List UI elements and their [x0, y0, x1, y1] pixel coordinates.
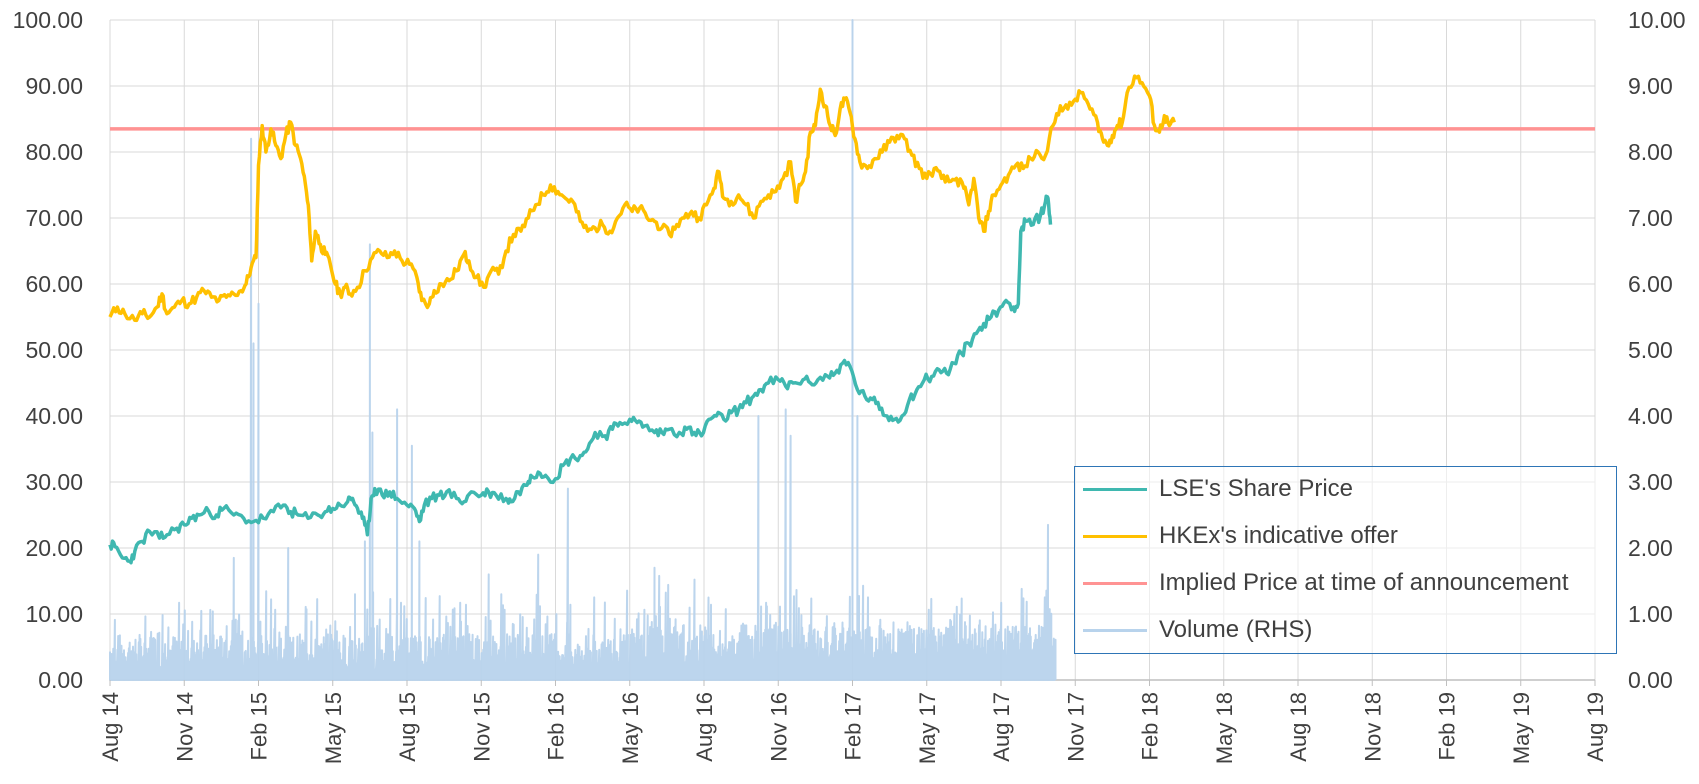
x-tick-label: Feb 19	[1435, 692, 1460, 761]
volume-series	[109, 19, 1057, 681]
y-left-tick-label: 70.00	[25, 205, 83, 231]
y-left-tick-label: 10.00	[25, 601, 83, 627]
x-tick-label: Nov 18	[1360, 692, 1385, 762]
x-tick-label: Aug 17	[989, 692, 1014, 762]
y-left-tick-label: 80.00	[25, 139, 83, 165]
x-tick-label: Aug 16	[692, 692, 717, 762]
y-left-tick-label: 20.00	[25, 535, 83, 561]
y-right-tick-label: 7.00	[1628, 205, 1673, 231]
x-tick-label: Aug 18	[1286, 692, 1311, 762]
y-left-tick-label: 60.00	[25, 271, 83, 297]
y-left-tick-label: 50.00	[25, 337, 83, 363]
legend-item-implied: Implied Price at time of announcement	[1083, 563, 1569, 603]
x-tick-label: Nov 16	[766, 692, 791, 762]
legend-swatch-implied	[1083, 581, 1147, 585]
y-right-tick-label: 3.00	[1628, 469, 1673, 495]
y-left-tick-label: 30.00	[25, 469, 83, 495]
x-axis: Aug 14 Nov 14 Feb 15 May 15 Aug 15 Nov 15 Feb …	[98, 680, 1608, 764]
lse-share-price-line	[108, 194, 1053, 565]
y-left-tick-label: 0.00	[38, 667, 83, 693]
y-right-tick-label: 1.00	[1628, 601, 1673, 627]
y-left-tick-label: 40.00	[25, 403, 83, 429]
x-tick-label: May 17	[915, 692, 940, 764]
y-right-tick-label: 10.00	[1628, 7, 1686, 33]
x-tick-label: Feb 17	[841, 692, 866, 761]
x-tick-label: Feb 16	[544, 692, 569, 761]
x-tick-label: May 18	[1212, 692, 1237, 764]
x-tick-label: Aug 19	[1583, 692, 1608, 762]
legend-swatch-hkex	[1083, 534, 1147, 538]
x-tick-label: Feb 18	[1138, 692, 1163, 761]
legend-item-hkex: HKEx's indicative offer	[1083, 516, 1398, 556]
legend-swatch-volume	[1083, 628, 1147, 632]
legend-item-lse: LSE's Share Price	[1083, 469, 1353, 509]
y-right-tick-label: 9.00	[1628, 73, 1673, 99]
y-right-tick-label: 2.00	[1628, 535, 1673, 561]
legend-label-volume: Volume (RHS)	[1159, 616, 1313, 643]
legend-label-implied: Implied Price at time of announcement	[1159, 569, 1569, 596]
y-right-tick-label: 4.00	[1628, 403, 1673, 429]
x-tick-label: Nov 17	[1063, 692, 1088, 762]
y-right-tick-label: 8.00	[1628, 139, 1673, 165]
legend-swatch-lse	[1083, 487, 1147, 491]
y-axis-right: 0.00 1.00 2.00 3.00 4.00 5.00 6.00 7.00 8.00 9.00…	[1628, 7, 1686, 693]
volume-bars	[109, 19, 1057, 681]
y-left-tick-label: 100.00	[13, 7, 83, 33]
price-series	[108, 74, 1595, 565]
y-right-tick-label: 0.00	[1628, 667, 1673, 693]
y-right-tick-label: 6.00	[1628, 271, 1673, 297]
x-tick-label: Aug 14	[98, 692, 123, 762]
legend-label-hkex: HKEx's indicative offer	[1159, 522, 1398, 549]
legend-item-volume: Volume (RHS)	[1083, 610, 1312, 650]
x-tick-label: May 16	[618, 692, 643, 764]
x-tick-label: May 19	[1509, 692, 1534, 764]
chart-legend: LSE's Share Price HKEx's indicative offe…	[1074, 466, 1617, 654]
x-tick-label: Feb 15	[247, 692, 272, 761]
y-axis-left: 0.00 10.00 20.00 30.00 40.00 50.00 60.00 70.00 8…	[13, 7, 83, 693]
x-tick-label: Nov 14	[172, 692, 197, 762]
x-tick-label: May 15	[321, 692, 346, 764]
y-right-tick-label: 5.00	[1628, 337, 1673, 363]
y-left-tick-label: 90.00	[25, 73, 83, 99]
x-tick-label: Nov 15	[469, 692, 494, 762]
legend-label-lse: LSE's Share Price	[1159, 475, 1354, 502]
x-tick-label: Aug 15	[395, 692, 420, 762]
hkex-offer-line	[108, 74, 1176, 323]
